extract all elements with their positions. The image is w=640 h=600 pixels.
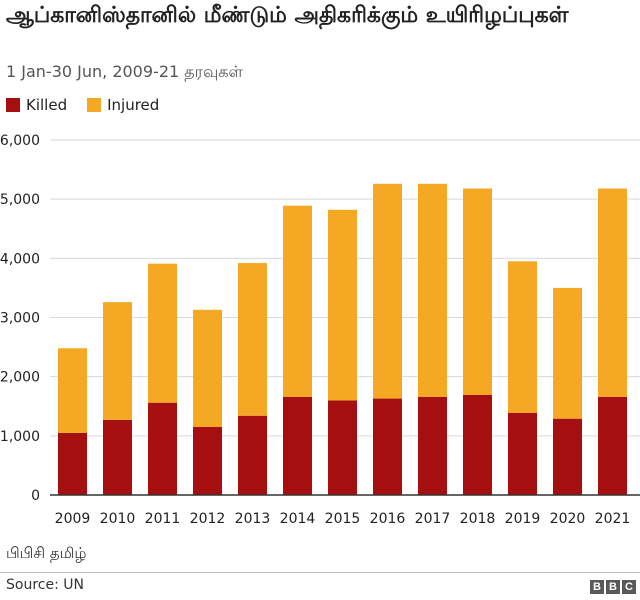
bar-killed — [598, 396, 627, 495]
y-tick-label: 4,000 — [0, 251, 40, 267]
bbc-logo: B B C — [590, 580, 636, 594]
bar-killed — [328, 400, 357, 495]
x-tick-label: 2018 — [460, 511, 496, 527]
legend-item-injured: Injured — [87, 96, 159, 114]
bar-chart: 0 1,000 2,000 3,000 4,000 5,000 6,000 2009 2010 2… — [0, 133, 640, 527]
x-tick-label: 2016 — [370, 511, 406, 527]
legend-label-killed: Killed — [26, 96, 68, 114]
bar-injured — [553, 287, 582, 419]
y-tick-label: 1,000 — [0, 429, 40, 445]
legend-swatch-killed — [6, 98, 20, 112]
bar-killed — [193, 426, 222, 495]
bbc-logo-letter: C — [622, 580, 636, 594]
bar-injured — [373, 183, 402, 399]
bar-injured — [238, 263, 267, 416]
bar-injured — [463, 188, 492, 396]
x-tick-label: 2015 — [325, 511, 361, 527]
x-tick-label: 2019 — [505, 511, 541, 527]
bar-killed — [283, 396, 312, 495]
bar-injured — [328, 209, 357, 401]
x-tick-label: 2017 — [415, 511, 451, 527]
bbc-logo-letter: B — [606, 580, 620, 594]
x-tick-label: 2012 — [190, 511, 226, 527]
bar-killed — [553, 418, 582, 495]
bar-injured — [283, 205, 312, 397]
footer-divider — [0, 572, 640, 573]
y-tick-label: 6,000 — [0, 133, 40, 149]
bar-injured — [598, 188, 627, 397]
y-tick-label: 5,000 — [0, 192, 40, 208]
chart-title: ஆப்கானிஸ்தானில் மீண்டும் அதிகரிக்கும் உய… — [6, 3, 569, 28]
x-tick-label: 2011 — [145, 511, 181, 527]
bar-injured — [58, 348, 87, 433]
y-tick-label: 2,000 — [0, 370, 40, 386]
chart-subtitle: 1 Jan-30 Jun, 2009-21 தரவுகள் — [6, 62, 243, 81]
x-tick-label: 2021 — [595, 511, 631, 527]
legend-label-injured: Injured — [107, 96, 160, 114]
bar-killed — [508, 412, 537, 495]
bar-killed — [148, 402, 177, 495]
bar-killed — [463, 395, 492, 495]
legend: Killed Injured — [6, 96, 173, 114]
y-tick-label: 3,000 — [0, 311, 40, 327]
x-tick-label: 2013 — [235, 511, 271, 527]
source-note: Source: UN — [6, 577, 84, 593]
x-tick-label: 2020 — [550, 511, 586, 527]
bar-injured — [103, 302, 132, 420]
x-tick-label: 2010 — [100, 511, 136, 527]
legend-item-killed: Killed — [6, 96, 67, 114]
y-tick-label: 0 — [31, 488, 40, 504]
x-tick-label: 2009 — [55, 511, 91, 527]
bar-killed — [238, 415, 267, 495]
bbc-logo-letter: B — [590, 580, 604, 594]
bar-killed — [373, 398, 402, 495]
bar-injured — [148, 263, 177, 403]
x-tick-label: 2014 — [280, 511, 316, 527]
bar-killed — [58, 432, 87, 495]
bar-killed — [418, 396, 447, 495]
legend-swatch-injured — [87, 98, 102, 112]
bar-injured — [508, 261, 537, 413]
bar-injured — [418, 183, 447, 397]
bar-injured — [193, 309, 222, 427]
bar-killed — [103, 419, 132, 495]
publisher-label: பிபிசி தமிழ் — [6, 544, 87, 562]
